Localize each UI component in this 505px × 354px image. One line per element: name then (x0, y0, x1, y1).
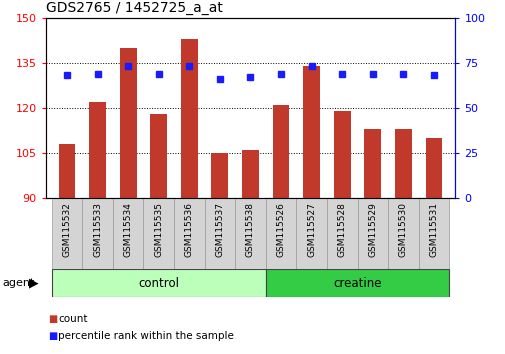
Text: GSM115533: GSM115533 (93, 202, 102, 257)
Text: ▶: ▶ (29, 277, 39, 290)
Text: GDS2765 / 1452725_a_at: GDS2765 / 1452725_a_at (45, 1, 222, 15)
Bar (425, 138, 441, 198)
Text: GSM115538: GSM115538 (245, 202, 255, 257)
Text: ■: ■ (48, 331, 57, 341)
Bar (364, 129, 380, 198)
Bar (272, 105, 289, 198)
Text: percentile rank within the sample: percentile rank within the sample (58, 331, 234, 341)
Text: GSM115535: GSM115535 (154, 202, 163, 257)
Bar (265, 198, 296, 269)
Bar (150, 114, 167, 198)
Text: count: count (58, 314, 87, 324)
Text: creatine: creatine (333, 277, 381, 290)
Bar (296, 198, 326, 269)
Bar (235, 198, 265, 269)
Text: GSM115537: GSM115537 (215, 202, 224, 257)
Text: ■: ■ (48, 314, 57, 324)
Text: GSM115529: GSM115529 (368, 202, 377, 257)
Text: GSM115528: GSM115528 (337, 202, 346, 257)
Bar (120, 48, 136, 198)
Bar (89, 102, 106, 198)
Bar (82, 198, 113, 269)
Bar (180, 39, 197, 198)
Text: agent: agent (3, 278, 35, 288)
Bar (387, 198, 418, 269)
Bar (143, 198, 174, 269)
Bar (52, 269, 265, 297)
Bar (113, 198, 143, 269)
Bar (52, 198, 82, 269)
Bar (333, 111, 350, 198)
Text: control: control (138, 277, 179, 290)
Bar (394, 129, 411, 198)
Bar (204, 198, 235, 269)
Text: GSM115531: GSM115531 (429, 202, 438, 257)
Text: GSM115534: GSM115534 (123, 202, 132, 257)
Text: GSM115526: GSM115526 (276, 202, 285, 257)
Bar (357, 198, 387, 269)
Text: GSM115536: GSM115536 (184, 202, 193, 257)
Bar (174, 198, 204, 269)
Bar (59, 144, 75, 198)
Bar (211, 153, 228, 198)
Bar (241, 150, 259, 198)
Text: GSM115530: GSM115530 (398, 202, 407, 257)
Bar (326, 198, 357, 269)
Text: GSM115532: GSM115532 (62, 202, 71, 257)
Bar (302, 66, 320, 198)
Bar (265, 269, 448, 297)
Text: GSM115527: GSM115527 (307, 202, 316, 257)
Bar (418, 198, 448, 269)
